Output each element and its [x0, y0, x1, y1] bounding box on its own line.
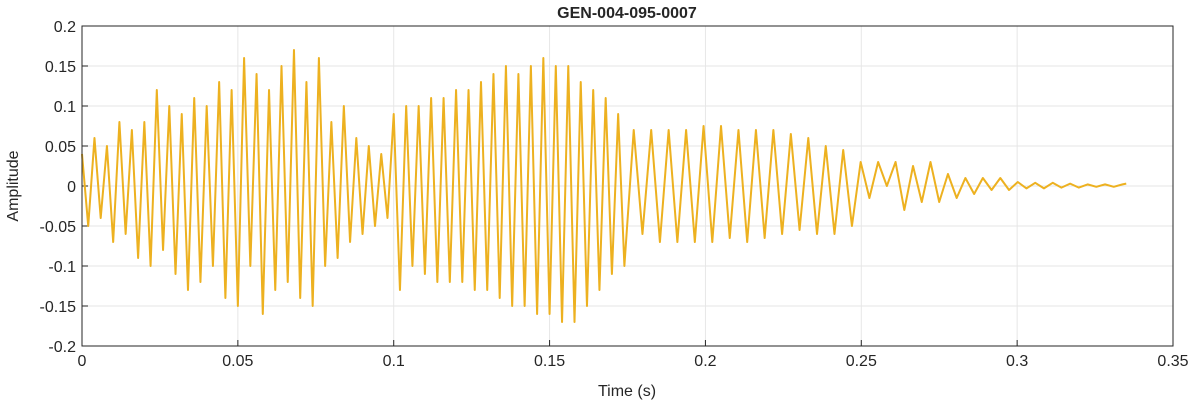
y-tick-label: -0.2: [48, 339, 76, 356]
x-tick-label: 0.2: [694, 353, 716, 370]
y-tick-label: 0.15: [45, 59, 76, 76]
line-series: [81, 49, 1127, 323]
y-tick-label: 0.2: [54, 19, 76, 36]
y-tick-label: 0: [67, 179, 76, 196]
y-tick-label: -0.15: [40, 299, 77, 316]
axes-box: [81, 25, 1174, 347]
x-axis-label: Time (s): [598, 383, 656, 400]
x-tick-label: 0.3: [1006, 353, 1028, 370]
y-tick-label: -0.05: [40, 219, 77, 236]
chart-title: GEN-004-095-0007: [557, 5, 697, 22]
x-tick-label: 0.25: [846, 353, 877, 370]
x-tick-label: 0.05: [222, 353, 253, 370]
y-tick-label: -0.1: [48, 259, 76, 276]
y-tick-label: 0.1: [54, 99, 76, 116]
x-tick-label: 0: [78, 353, 87, 370]
x-tick-label: 0.35: [1157, 353, 1188, 370]
x-tick-label: 0.15: [534, 353, 565, 370]
y-tick-label: 0.05: [45, 139, 76, 156]
y-axis-label: Amplitude: [5, 150, 22, 221]
x-tick-label: 0.1: [383, 353, 405, 370]
